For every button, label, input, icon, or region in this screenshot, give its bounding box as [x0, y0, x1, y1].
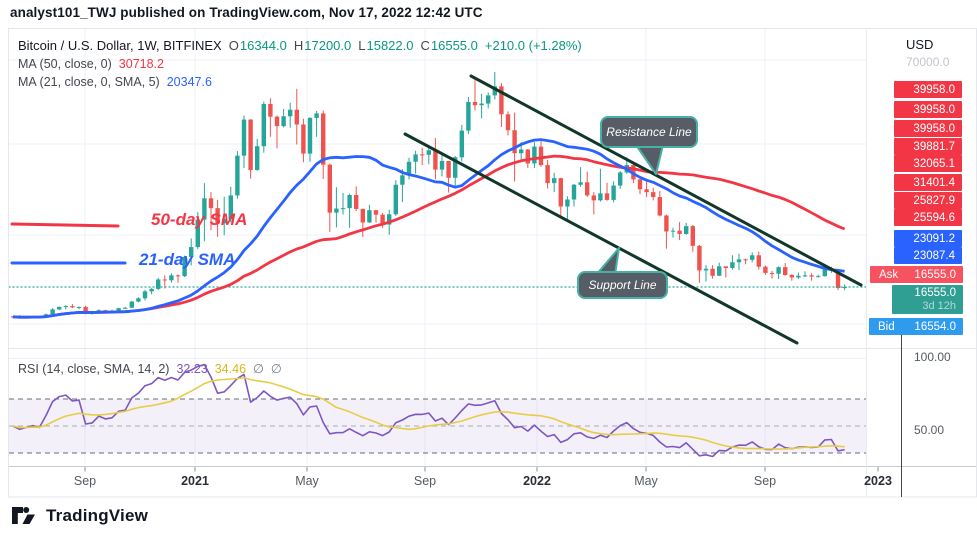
- symbol-title: Bitcoin / U.S. Dollar, 1W, BITFINEX: [18, 38, 222, 53]
- price-alert-label: 25827.9: [894, 192, 962, 209]
- price-alert-label: 39958.0: [894, 81, 962, 98]
- time-label: 2023: [864, 474, 892, 488]
- sma50-pointer: [10, 222, 120, 228]
- last-price-countdown-label: 16555.0 3d 12h: [892, 285, 963, 314]
- currency-label: USD: [906, 37, 934, 52]
- close-value: 16555.0: [430, 38, 478, 53]
- bid-button[interactable]: Bid 16554.0: [869, 318, 963, 335]
- price-alert-label: 31401.4: [894, 174, 962, 191]
- ask-word: Ask: [879, 268, 899, 281]
- rsi-label: RSI (14, close, SMA, 14, 2): [18, 361, 170, 376]
- high-label: H: [293, 38, 304, 53]
- time-label: Sep: [413, 474, 437, 488]
- price-alert-label: 39958.0: [894, 120, 962, 137]
- rsi-legend: RSI (14, close, SMA, 14, 2) 32.23 34.46 …: [18, 361, 282, 377]
- sma21-text-drawing: 21-day SMA: [139, 250, 236, 269]
- attribution-text: analyst101_TWJ published on TradingView.…: [10, 5, 483, 20]
- sma50-text-drawing: 50-day SMA: [151, 210, 248, 229]
- ma50-label: MA (50, close, 0): [18, 57, 112, 71]
- time-label: Sep: [753, 474, 777, 488]
- ma50-legend: MA (50, close, 0) 30718.2: [18, 57, 164, 71]
- rsi-value: 32.23: [176, 361, 208, 376]
- time-label: May: [295, 474, 319, 488]
- bar-countdown: 3d 12h: [922, 299, 956, 312]
- ma21-label: MA (21, close, 0, SMA, 5): [18, 75, 160, 89]
- bid-price: 16554.0: [914, 320, 956, 333]
- rsi-empty-2: ∅: [270, 362, 282, 376]
- price-alert-label: 39881.7: [894, 138, 962, 155]
- bid-word: Bid: [878, 320, 895, 333]
- price-alert-label: 39958.0: [894, 101, 962, 118]
- price-alert-label: 32065.1: [894, 155, 962, 172]
- tradingview-logo-icon: [12, 507, 35, 524]
- open-label: O: [228, 38, 239, 53]
- time-label: 2022: [523, 474, 551, 488]
- rsi-scale-label: 50.00: [914, 423, 945, 437]
- tradingview-logo[interactable]: TradingView: [12, 505, 148, 526]
- low-label: L: [358, 38, 366, 53]
- price-alert-label: 25594.6: [894, 209, 962, 226]
- resistance-trendline: [469, 74, 863, 287]
- price-alert-label: 23091.2: [894, 230, 962, 247]
- close-label: C: [420, 38, 430, 53]
- ask-button[interactable]: Ask 16555.0: [870, 266, 963, 283]
- last-price: 16555.0: [914, 286, 956, 299]
- time-label: May: [634, 474, 658, 488]
- ma50-value: 30718.2: [118, 57, 164, 71]
- rsi-ma-value: 34.46: [214, 361, 247, 376]
- time-label: 2021: [181, 474, 209, 488]
- time-label: Sep: [73, 474, 97, 488]
- symbol-legend: Bitcoin / U.S. Dollar, 1W, BITFINEX O 163…: [18, 38, 582, 53]
- resistance-line-callout[interactable]: Resistance Line: [600, 116, 698, 148]
- rsi-empty-1: ∅: [253, 362, 264, 376]
- tradingview-logo-text: TradingView: [46, 505, 149, 525]
- support-line-callout[interactable]: Support Line: [577, 271, 668, 299]
- ma21-value: 20347.6: [166, 75, 212, 89]
- low-value: 15822.0: [366, 38, 414, 53]
- ma21-legend: MA (21, close, 0, SMA, 5) 20347.6: [18, 75, 212, 89]
- ask-price: 16555.0: [914, 268, 956, 281]
- price-alert-label: 23087.4: [894, 247, 962, 264]
- support-trendline: [403, 132, 799, 345]
- rsi-scale-label: 100.00: [914, 350, 951, 364]
- open-value: 16344.0: [239, 38, 287, 53]
- change-value: +210.0 (+1.28%): [484, 38, 582, 53]
- scale-top-price-label: 70000.0: [906, 55, 950, 69]
- high-value: 17200.0: [304, 38, 352, 53]
